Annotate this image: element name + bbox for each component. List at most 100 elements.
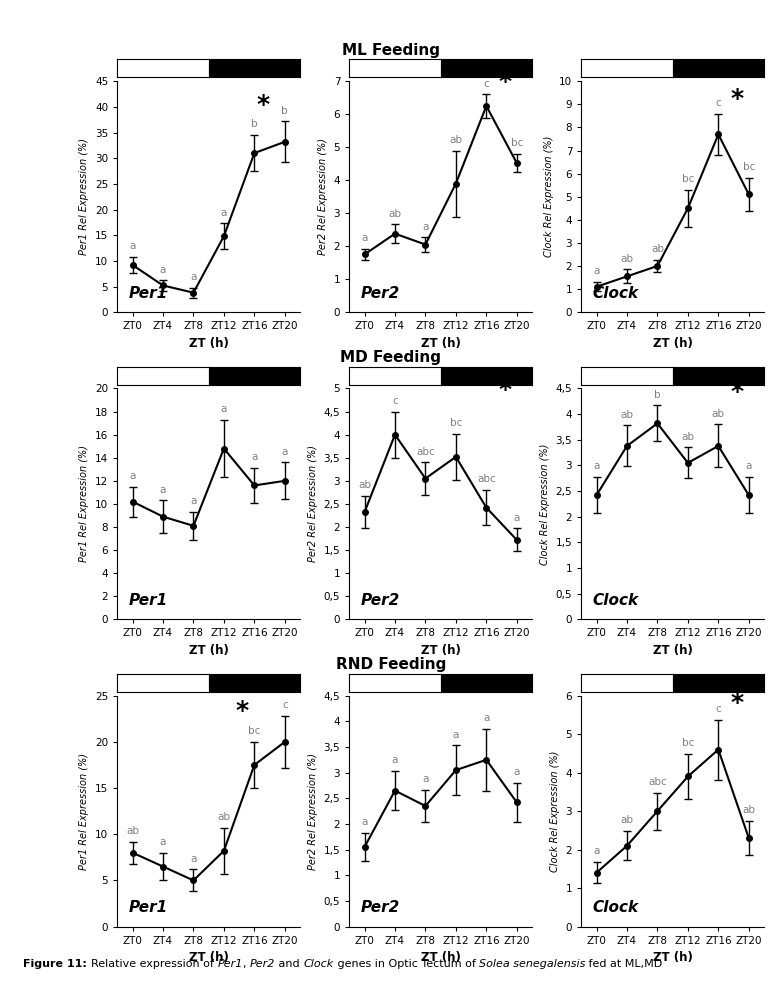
Text: a: a: [392, 755, 398, 765]
Text: ab: ab: [620, 254, 633, 264]
Text: ab: ab: [358, 481, 371, 491]
Text: a: a: [361, 817, 368, 826]
Text: bc: bc: [248, 726, 260, 736]
Text: c: c: [716, 98, 721, 108]
Text: ab: ab: [126, 826, 139, 835]
Text: *: *: [235, 700, 249, 723]
Text: *: *: [730, 691, 743, 715]
Y-axis label: Per2 Rel Expression (%): Per2 Rel Expression (%): [308, 752, 318, 870]
Text: ab: ab: [712, 408, 725, 418]
Text: a: a: [190, 272, 196, 281]
Text: a: a: [483, 714, 490, 723]
Text: ab: ab: [620, 409, 633, 419]
Text: Clock: Clock: [592, 900, 638, 915]
Text: c: c: [483, 78, 490, 88]
Text: Per1: Per1: [128, 593, 167, 607]
Text: c: c: [282, 701, 288, 711]
Text: bc: bc: [682, 174, 694, 184]
Text: b: b: [654, 389, 661, 399]
Text: a: a: [594, 462, 600, 472]
Y-axis label: Per1 Rel Expression (%): Per1 Rel Expression (%): [80, 445, 89, 563]
Text: a: a: [594, 267, 600, 276]
Text: Per1: Per1: [217, 959, 243, 969]
X-axis label: ZT (h): ZT (h): [188, 644, 228, 657]
Y-axis label: Clock Rel Expression (%): Clock Rel Expression (%): [540, 443, 550, 565]
Text: a: a: [160, 837, 166, 847]
Text: *: *: [730, 87, 743, 111]
Text: *: *: [498, 70, 511, 94]
Text: Per1: Per1: [128, 285, 167, 300]
Text: a: a: [745, 462, 752, 472]
Text: Clock: Clock: [592, 593, 638, 607]
Text: a: a: [190, 496, 196, 506]
Text: ab: ab: [620, 816, 633, 826]
Text: Figure 11:: Figure 11:: [23, 959, 91, 969]
Text: Clock: Clock: [303, 959, 334, 969]
Text: MD Feeding: MD Feeding: [340, 350, 442, 365]
Text: bc: bc: [450, 418, 462, 428]
Text: bc: bc: [511, 138, 523, 148]
X-axis label: ZT (h): ZT (h): [421, 337, 461, 350]
Text: ab: ab: [742, 805, 755, 815]
Text: a: a: [160, 485, 166, 495]
Text: ML Feeding: ML Feeding: [342, 43, 440, 57]
Y-axis label: Clock Rel Expression (%): Clock Rel Expression (%): [550, 750, 560, 872]
Text: abc: abc: [477, 475, 496, 485]
Text: a: a: [422, 222, 429, 232]
Text: a: a: [594, 846, 600, 856]
Text: a: a: [160, 265, 166, 275]
Text: bc: bc: [682, 738, 694, 748]
Text: a: a: [221, 208, 227, 218]
Text: RND Feeding: RND Feeding: [335, 657, 447, 672]
Y-axis label: Per2 Rel Expression (%): Per2 Rel Expression (%): [308, 445, 318, 563]
Text: genes in Optic Tectum of: genes in Optic Tectum of: [334, 959, 479, 969]
X-axis label: ZT (h): ZT (h): [653, 644, 693, 657]
Text: b: b: [282, 105, 288, 116]
Text: Per2: Per2: [361, 593, 400, 607]
Text: Per1: Per1: [128, 900, 167, 915]
Text: Clock: Clock: [592, 285, 638, 300]
Text: ab: ab: [681, 432, 694, 442]
X-axis label: ZT (h): ZT (h): [421, 951, 461, 964]
Text: a: a: [361, 233, 368, 243]
Text: a: a: [514, 512, 520, 522]
Text: Per2: Per2: [361, 900, 400, 915]
Y-axis label: Per1 Rel Expression (%): Per1 Rel Expression (%): [80, 138, 89, 256]
Text: Per2: Per2: [361, 285, 400, 300]
Text: c: c: [392, 395, 398, 405]
Text: a: a: [453, 729, 459, 739]
Text: and: and: [275, 959, 303, 969]
X-axis label: ZT (h): ZT (h): [653, 337, 693, 350]
Text: a: a: [514, 767, 520, 777]
Text: a: a: [422, 774, 429, 784]
Text: ab: ab: [450, 135, 462, 145]
Text: bc: bc: [743, 163, 755, 172]
X-axis label: ZT (h): ZT (h): [188, 337, 228, 350]
Text: fed at ML,MD: fed at ML,MD: [586, 959, 662, 969]
Text: a: a: [190, 853, 196, 863]
Text: Relative expression of: Relative expression of: [91, 959, 217, 969]
Text: a: a: [282, 447, 288, 457]
Y-axis label: Per1 Rel Expression (%): Per1 Rel Expression (%): [80, 752, 89, 870]
Text: Per2: Per2: [250, 959, 275, 969]
Y-axis label: Per2 Rel Expression (%): Per2 Rel Expression (%): [318, 138, 328, 256]
Text: c: c: [716, 704, 721, 714]
Text: *: *: [730, 380, 743, 404]
X-axis label: ZT (h): ZT (h): [653, 951, 693, 964]
Text: a: a: [221, 404, 227, 414]
Text: Solea senegalensis: Solea senegalensis: [479, 959, 586, 969]
Text: *: *: [257, 93, 270, 117]
X-axis label: ZT (h): ZT (h): [421, 644, 461, 657]
Text: abc: abc: [648, 777, 667, 787]
Text: ab: ab: [651, 245, 664, 255]
Text: a: a: [129, 242, 136, 252]
Text: ,: ,: [243, 959, 250, 969]
X-axis label: ZT (h): ZT (h): [188, 951, 228, 964]
Text: a: a: [251, 452, 257, 463]
Text: *: *: [498, 379, 511, 402]
Text: a: a: [129, 471, 136, 481]
Y-axis label: Clock Rel Expression (%): Clock Rel Expression (%): [543, 136, 554, 258]
Text: abc: abc: [416, 447, 435, 457]
Text: b: b: [251, 119, 257, 130]
Text: ab: ab: [389, 209, 401, 219]
